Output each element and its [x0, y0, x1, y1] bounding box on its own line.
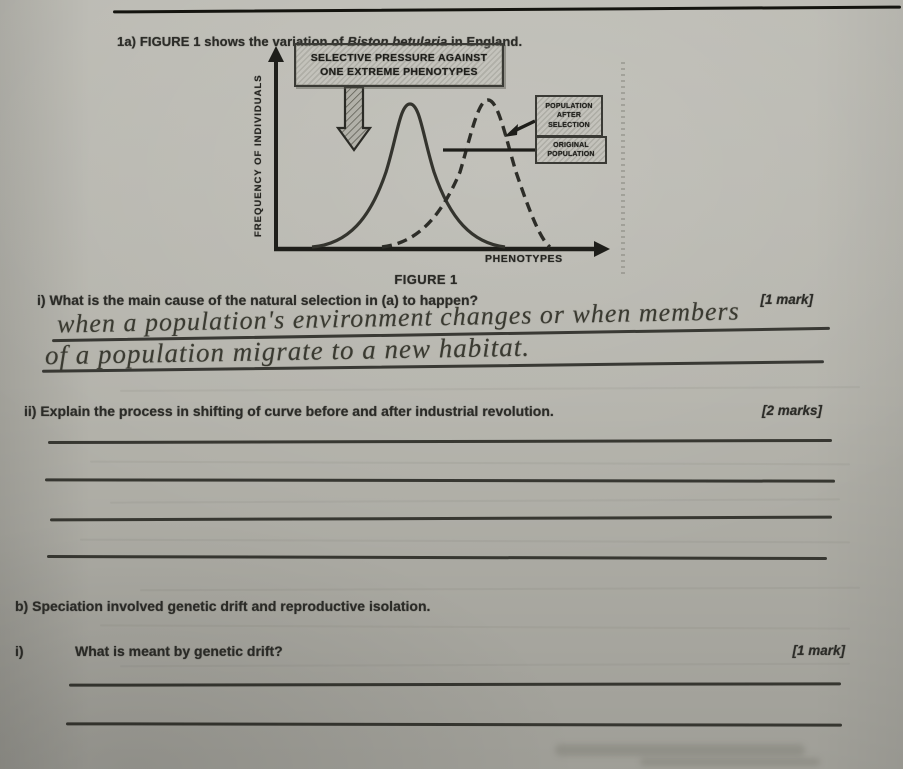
title-text: FIGURE 1 shows the variation of [139, 34, 344, 49]
ghost-line [109, 498, 841, 504]
x-axis-label: PHENOTYPES [485, 253, 563, 265]
original-box-line1: ORIGINAL [553, 141, 589, 149]
ghost-text-smudge [640, 758, 820, 766]
ghost-text-smudge [555, 744, 805, 756]
population-after-selection-box: POPULATION AFTER SELECTION [535, 95, 603, 137]
page-title: 1a) FIGURE 1 shows the variation of Bist… [117, 34, 522, 49]
blank-answer-line [47, 438, 833, 444]
question-i-number: i) [37, 292, 46, 308]
question-i: i) What is the main cause of the natural… [37, 292, 478, 308]
figure-1-diagram: FREQUENCY OF INDIVIDUALS SELECTIVE PRESS… [248, 42, 640, 300]
question-b-i-marks: [1 mark] [792, 643, 845, 658]
blank-answer-line [46, 554, 828, 560]
after-box-line1: POPULATION [545, 103, 593, 111]
title-prefix: 1a) [117, 34, 137, 49]
question-b-i-number: i) [15, 643, 24, 659]
part-b-statement: b) Speciation involved genetic drift and… [15, 598, 430, 614]
blank-answer-line [49, 515, 833, 522]
x-axis-arrowhead [594, 241, 610, 257]
question-b-i-text: What is meant by genetic drift? [75, 643, 283, 659]
selective-pressure-box-line2: ONE EXTREME PHENOTYPES [320, 66, 478, 78]
after-selection-pointer-arrowhead [504, 124, 518, 137]
part-b-label: b) [15, 598, 29, 614]
selective-pressure-box-line1: SELECTIVE PRESSURE AGAINST [310, 51, 488, 64]
ghost-line [139, 586, 861, 592]
question-ii-text: Explain the process in shifting of curve… [40, 403, 554, 419]
question-ii: ii) Explain the process in shifting of c… [24, 403, 554, 419]
ghost-line [89, 460, 851, 466]
species-name: Biston betularia [347, 34, 448, 49]
original-population-box: ORIGINAL POPULATION [535, 136, 607, 164]
ghost-line [119, 386, 861, 392]
question-i-marks: [1 mark] [760, 292, 813, 307]
blank-answer-line [65, 722, 843, 727]
after-box-line2: AFTER [556, 112, 582, 120]
blank-answer-line [68, 682, 842, 687]
title-text-end: in England. [451, 34, 523, 49]
ghost-line [79, 538, 851, 544]
blank-answer-line [44, 478, 836, 483]
selective-pressure-box: SELECTIVE PRESSURE AGAINST ONE EXTREME P… [294, 43, 504, 87]
population-after-selection-curve [381, 98, 552, 249]
question-ii-marks: [2 marks] [761, 403, 822, 418]
top-edge-line [112, 5, 902, 14]
original-box-line2: POPULATION [547, 151, 595, 158]
question-ii-number: ii) [24, 403, 37, 419]
y-axis-arrowhead [268, 46, 284, 62]
y-axis-label: FREQUENCY OF INDIVIDUALS [253, 74, 264, 238]
question-i-text: What is the main cause of the natural se… [49, 292, 479, 308]
part-b-text: Speciation involved genetic drift and re… [32, 598, 431, 614]
figure-caption: FIGURE 1 [394, 272, 458, 287]
ghost-line [119, 662, 851, 668]
faint-margin-text [621, 62, 625, 274]
after-box-line3: SELECTION [548, 121, 590, 129]
ghost-line [99, 624, 851, 630]
figure-chart-canvas [268, 46, 610, 257]
original-population-curve [311, 102, 506, 249]
selective-pressure-down-arrow-icon [335, 85, 373, 152]
